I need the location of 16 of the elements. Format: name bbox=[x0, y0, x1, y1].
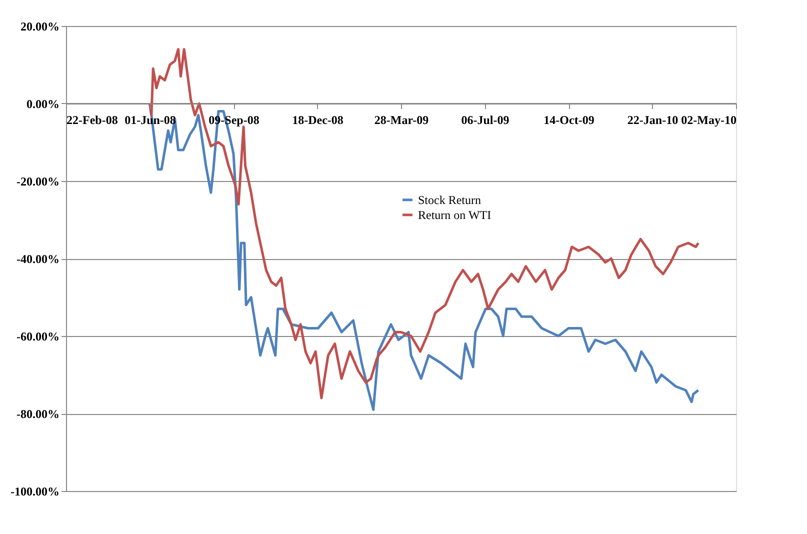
y-tick-label: -60.00% bbox=[16, 330, 60, 344]
x-tick-label: 18-Dec-08 bbox=[292, 113, 344, 127]
x-tick-label: 22-Jan-10 bbox=[627, 113, 678, 127]
x-tick-label: 28-Mar-09 bbox=[374, 113, 429, 127]
y-tick-label: 20.00% bbox=[20, 20, 60, 34]
y-tick-label: -20.00% bbox=[16, 174, 60, 188]
legend-label: Stock Return bbox=[418, 192, 481, 207]
y-tick-label: -80.00% bbox=[16, 407, 60, 421]
x-tick-label: 02-May-10 bbox=[681, 113, 736, 127]
x-tick-label: 06-Jul-09 bbox=[461, 113, 510, 127]
y-tick-label: -100.00% bbox=[10, 484, 60, 498]
y-tick-label: 0.00% bbox=[26, 97, 60, 111]
x-tick-label: 14-Oct-09 bbox=[544, 113, 594, 127]
y-tick-label: -40.00% bbox=[16, 252, 60, 266]
legend-label: Return on WTI bbox=[418, 208, 492, 222]
x-tick-label: 22-Feb-08 bbox=[66, 113, 118, 127]
